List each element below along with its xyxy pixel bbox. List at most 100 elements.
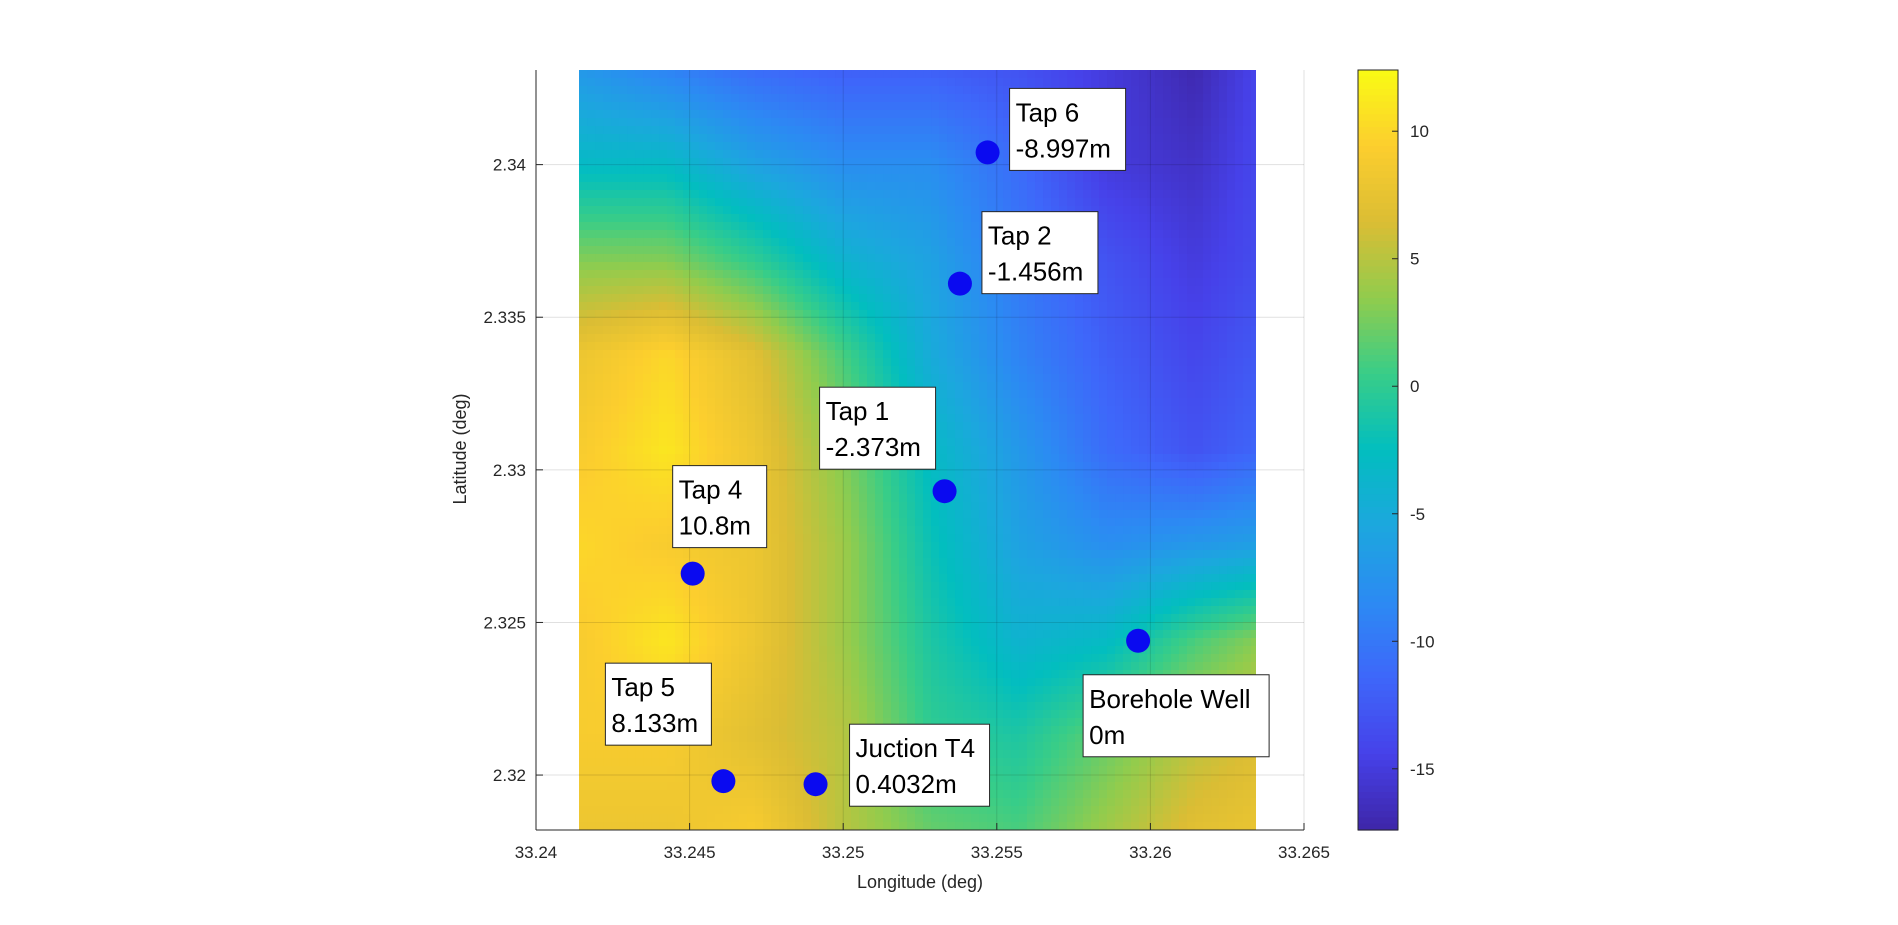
heatmap-cell <box>851 326 860 335</box>
heatmap-cell <box>603 222 612 231</box>
heatmap-cell <box>1027 406 1036 415</box>
heatmap-cell <box>1067 190 1076 199</box>
heatmap-cell <box>939 302 948 311</box>
heatmap-cell <box>659 462 668 471</box>
heatmap-cell <box>1043 478 1052 487</box>
heatmap-cell <box>755 190 764 199</box>
heatmap-cell <box>707 342 716 351</box>
heatmap-cell <box>995 70 1004 79</box>
heatmap-cell <box>827 118 836 127</box>
heatmap-cell <box>1235 350 1244 359</box>
heatmap-cell <box>963 110 972 119</box>
heatmap-cell <box>971 134 980 143</box>
heatmap-cell <box>891 198 900 207</box>
heatmap-cell <box>1035 430 1044 439</box>
heatmap-cell <box>779 462 788 471</box>
heatmap-cell <box>1203 438 1212 447</box>
heatmap-cell <box>811 70 820 79</box>
heatmap-cell <box>1115 302 1124 311</box>
heatmap-cell <box>843 302 852 311</box>
heatmap-cell <box>795 286 804 295</box>
heatmap-cell <box>731 158 740 167</box>
heatmap-cell <box>643 278 652 287</box>
heatmap-cell <box>995 374 1004 383</box>
heatmap-cell <box>1131 278 1140 287</box>
heatmap-cell <box>763 166 772 175</box>
heatmap-cell <box>859 318 868 327</box>
heatmap-cell <box>579 86 588 95</box>
heatmap-cell <box>675 254 684 263</box>
heatmap-cell <box>651 278 660 287</box>
heatmap-cell <box>683 374 692 383</box>
heatmap-cell <box>1219 190 1228 199</box>
heatmap-cell <box>1091 350 1100 359</box>
heatmap-cell <box>1243 182 1252 191</box>
heatmap-cell <box>811 374 820 383</box>
heatmap-cell <box>691 438 700 447</box>
heatmap-cell <box>643 470 652 479</box>
heatmap-cell <box>659 94 668 103</box>
heatmap-cell <box>1027 182 1036 191</box>
heatmap-cell <box>1027 390 1036 399</box>
heatmap-cell <box>843 270 852 279</box>
heatmap-cell <box>779 438 788 447</box>
heatmap-cell <box>731 366 740 375</box>
heatmap-cell <box>907 222 916 231</box>
heatmap-cell <box>1131 70 1140 79</box>
heatmap-cell <box>779 94 788 103</box>
heatmap-cell <box>619 470 628 479</box>
heatmap-cell <box>1147 486 1156 495</box>
heatmap-cell <box>579 358 588 367</box>
heatmap-cell <box>1131 190 1140 199</box>
heatmap-cell <box>963 358 972 367</box>
heatmap-cell <box>827 110 836 119</box>
heatmap-cell <box>1187 86 1196 95</box>
heatmap-cell <box>707 110 716 119</box>
heatmap-cell <box>1123 502 1132 511</box>
heatmap-cell <box>1099 206 1108 215</box>
heatmap-cell <box>1115 262 1124 271</box>
heatmap-cell <box>667 158 676 167</box>
heatmap-cell <box>1203 422 1212 431</box>
heatmap-cell <box>1131 494 1140 503</box>
heatmap-cell <box>1043 518 1052 527</box>
heatmap-cell <box>1147 190 1156 199</box>
heatmap-cell <box>811 310 820 319</box>
heatmap-cell <box>1227 222 1236 231</box>
heatmap-cell <box>1211 334 1220 343</box>
heatmap-cell <box>755 70 764 79</box>
heatmap-cell <box>899 262 908 271</box>
heatmap-cell <box>1139 94 1148 103</box>
heatmap-cell <box>627 446 636 455</box>
heatmap-cell <box>1227 230 1236 239</box>
heatmap-cell <box>1243 206 1252 215</box>
heatmap-cell <box>707 406 716 415</box>
heatmap-cell <box>811 438 820 447</box>
heatmap-cell <box>763 134 772 143</box>
heatmap-cell <box>875 262 884 271</box>
heatmap-cell <box>891 318 900 327</box>
heatmap-cell <box>851 334 860 343</box>
heatmap-cell <box>963 214 972 223</box>
heatmap-cell <box>659 414 668 423</box>
heatmap-cell <box>979 494 988 503</box>
heatmap-cell <box>795 518 804 527</box>
heatmap-cell <box>1019 350 1028 359</box>
heatmap-cell <box>1251 502 1256 511</box>
heatmap-cell <box>763 158 772 167</box>
heatmap-cell <box>771 422 780 431</box>
heatmap-cell <box>595 390 604 399</box>
heatmap-cell <box>659 110 668 119</box>
heatmap-cell <box>1219 406 1228 415</box>
heatmap-cell <box>1171 94 1180 103</box>
heatmap-cell <box>1067 438 1076 447</box>
heatmap-cell <box>1075 182 1084 191</box>
heatmap-cell <box>947 462 956 471</box>
heatmap-cell <box>1203 270 1212 279</box>
heatmap-cell <box>883 478 892 487</box>
heatmap-cell <box>827 70 836 79</box>
heatmap-cell <box>651 398 660 407</box>
heatmap-cell <box>1171 254 1180 263</box>
heatmap-cell <box>987 310 996 319</box>
heatmap-cell <box>1147 70 1156 79</box>
